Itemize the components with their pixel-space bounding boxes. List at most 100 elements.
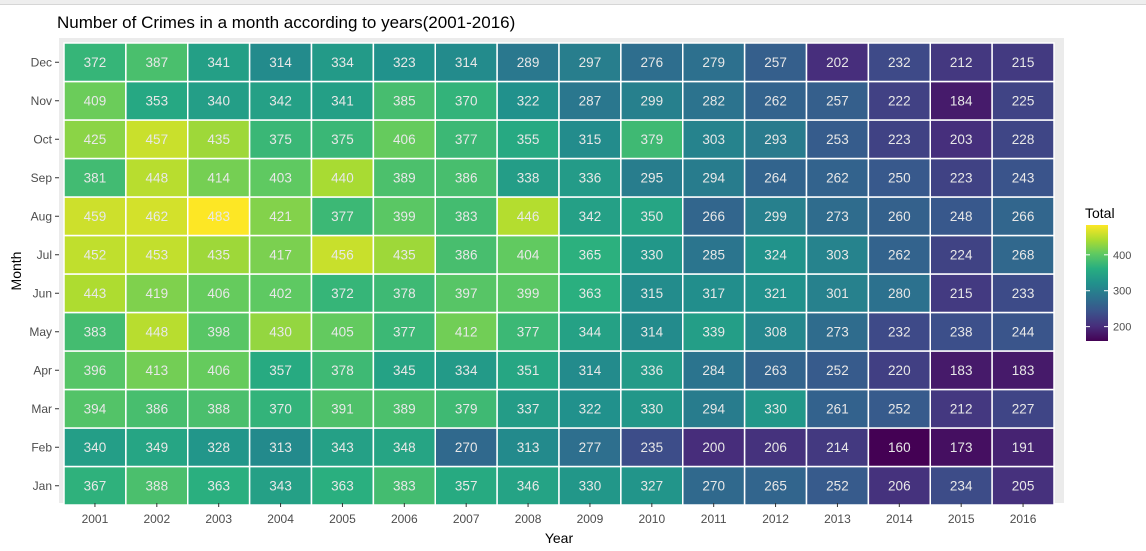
cell-value-label: 443 [84, 286, 107, 301]
cell-value-label: 233 [1012, 286, 1035, 301]
heatmap-cell [496, 427, 560, 468]
x-tick-label: 2006 [391, 512, 418, 526]
heatmap-cell [125, 42, 189, 83]
heatmap-cell [805, 196, 870, 237]
cell-value-label: 322 [517, 93, 540, 108]
cell-value-label: 279 [702, 55, 725, 70]
cell-value-label: 419 [146, 286, 169, 301]
cell-value-label: 345 [393, 363, 416, 378]
heatmap-cell [867, 350, 931, 391]
cell-value-label: 341 [207, 55, 230, 70]
heatmap-cell [310, 42, 375, 83]
cell-value-label: 184 [950, 93, 973, 108]
cell-value-label: 334 [455, 363, 478, 378]
cell-value-label: 191 [1012, 440, 1035, 455]
y-tick-label: Nov [31, 94, 52, 108]
heatmap-cell [805, 234, 870, 275]
cell-value-label: 314 [641, 324, 664, 339]
cell-value-label: 206 [888, 478, 911, 493]
cell-value-label: 238 [950, 324, 973, 339]
cell-value-label: 183 [950, 363, 973, 378]
cell-value-label: 448 [146, 324, 169, 339]
cell-value-label: 215 [950, 286, 973, 301]
x-tick-label: 2016 [1010, 512, 1037, 526]
cell-value-label: 303 [826, 247, 849, 262]
cell-value-label: 262 [888, 247, 911, 262]
cell-value-label: 330 [641, 401, 664, 416]
cell-value-label: 289 [517, 55, 540, 70]
y-tick-label: Oct [33, 132, 52, 146]
cell-value-label: 351 [517, 363, 540, 378]
cell-value-label: 405 [331, 324, 354, 339]
cell-value-label: 370 [269, 401, 292, 416]
cell-value-label: 372 [331, 286, 354, 301]
cell-value-label: 295 [641, 170, 664, 185]
heatmap-cell [496, 234, 560, 275]
cell-value-label: 378 [331, 363, 354, 378]
heatmap-cell [496, 157, 560, 198]
cell-value-label: 338 [517, 170, 540, 185]
heatmap-cell [805, 157, 870, 198]
cell-value-label: 346 [517, 478, 540, 493]
y-tick-label: Jul [37, 248, 52, 262]
heatmap-cell [682, 234, 746, 275]
heatmap-cell [187, 157, 251, 198]
heatmap-cell [558, 42, 622, 83]
window-top-border [0, 0, 1146, 5]
cell-value-label: 243 [1012, 170, 1035, 185]
heatmap-cell [929, 80, 993, 121]
cell-value-label: 223 [888, 132, 911, 147]
heatmap-cell [805, 427, 870, 468]
heatmap-cell [805, 42, 870, 83]
y-axis-title: Month [8, 252, 24, 291]
cell-value-label: 301 [826, 286, 849, 301]
cell-value-label: 262 [764, 93, 787, 108]
cell-value-label: 287 [579, 93, 602, 108]
heatmap-cell [991, 42, 1055, 83]
y-tick-label: Jan [33, 479, 52, 493]
cell-value-label: 414 [207, 170, 230, 185]
heatmap-cell [558, 427, 622, 468]
heatmap-cell [558, 234, 622, 275]
cell-value-label: 273 [826, 324, 849, 339]
cell-value-label: 375 [269, 132, 292, 147]
cell-value-label: 200 [702, 440, 725, 455]
x-tick-label: 2005 [329, 512, 356, 526]
cell-value-label: 379 [641, 132, 664, 147]
cell-value-label: 399 [393, 209, 416, 224]
cell-value-label: 386 [455, 170, 478, 185]
cell-value-label: 212 [950, 55, 973, 70]
cell-value-label: 253 [826, 132, 849, 147]
cell-value-label: 232 [888, 324, 911, 339]
heatmap-cell [620, 388, 684, 429]
cell-value-label: 440 [331, 170, 354, 185]
cell-value-label: 389 [393, 170, 416, 185]
cell-value-label: 203 [950, 132, 973, 147]
cell-value-label: 314 [455, 55, 478, 70]
cell-value-label: 403 [269, 170, 292, 185]
heatmap-cell [991, 80, 1055, 121]
heatmap-cell [496, 311, 560, 352]
cell-value-label: 394 [84, 401, 107, 416]
heatmap-cell [434, 388, 498, 429]
heatmap-cell [310, 157, 375, 198]
cell-value-label: 315 [641, 286, 664, 301]
cell-value-label: 299 [641, 93, 664, 108]
cell-value-label: 297 [579, 55, 602, 70]
heatmap-cell [125, 234, 189, 275]
heatmap-cell [558, 465, 622, 506]
cell-value-label: 391 [331, 401, 354, 416]
cell-value-label: 280 [888, 286, 911, 301]
heatmap-cell [63, 157, 127, 198]
cell-value-label: 339 [702, 324, 725, 339]
heatmap-cell [867, 196, 931, 237]
heatmap-cell [929, 350, 993, 391]
y-tick-label: Jun [33, 286, 52, 300]
heatmap-cell [63, 119, 127, 160]
cell-value-label: 377 [331, 209, 354, 224]
cell-value-label: 270 [455, 440, 478, 455]
cell-value-label: 383 [455, 209, 478, 224]
cell-value-label: 341 [331, 93, 354, 108]
heatmap-cell [929, 234, 993, 275]
